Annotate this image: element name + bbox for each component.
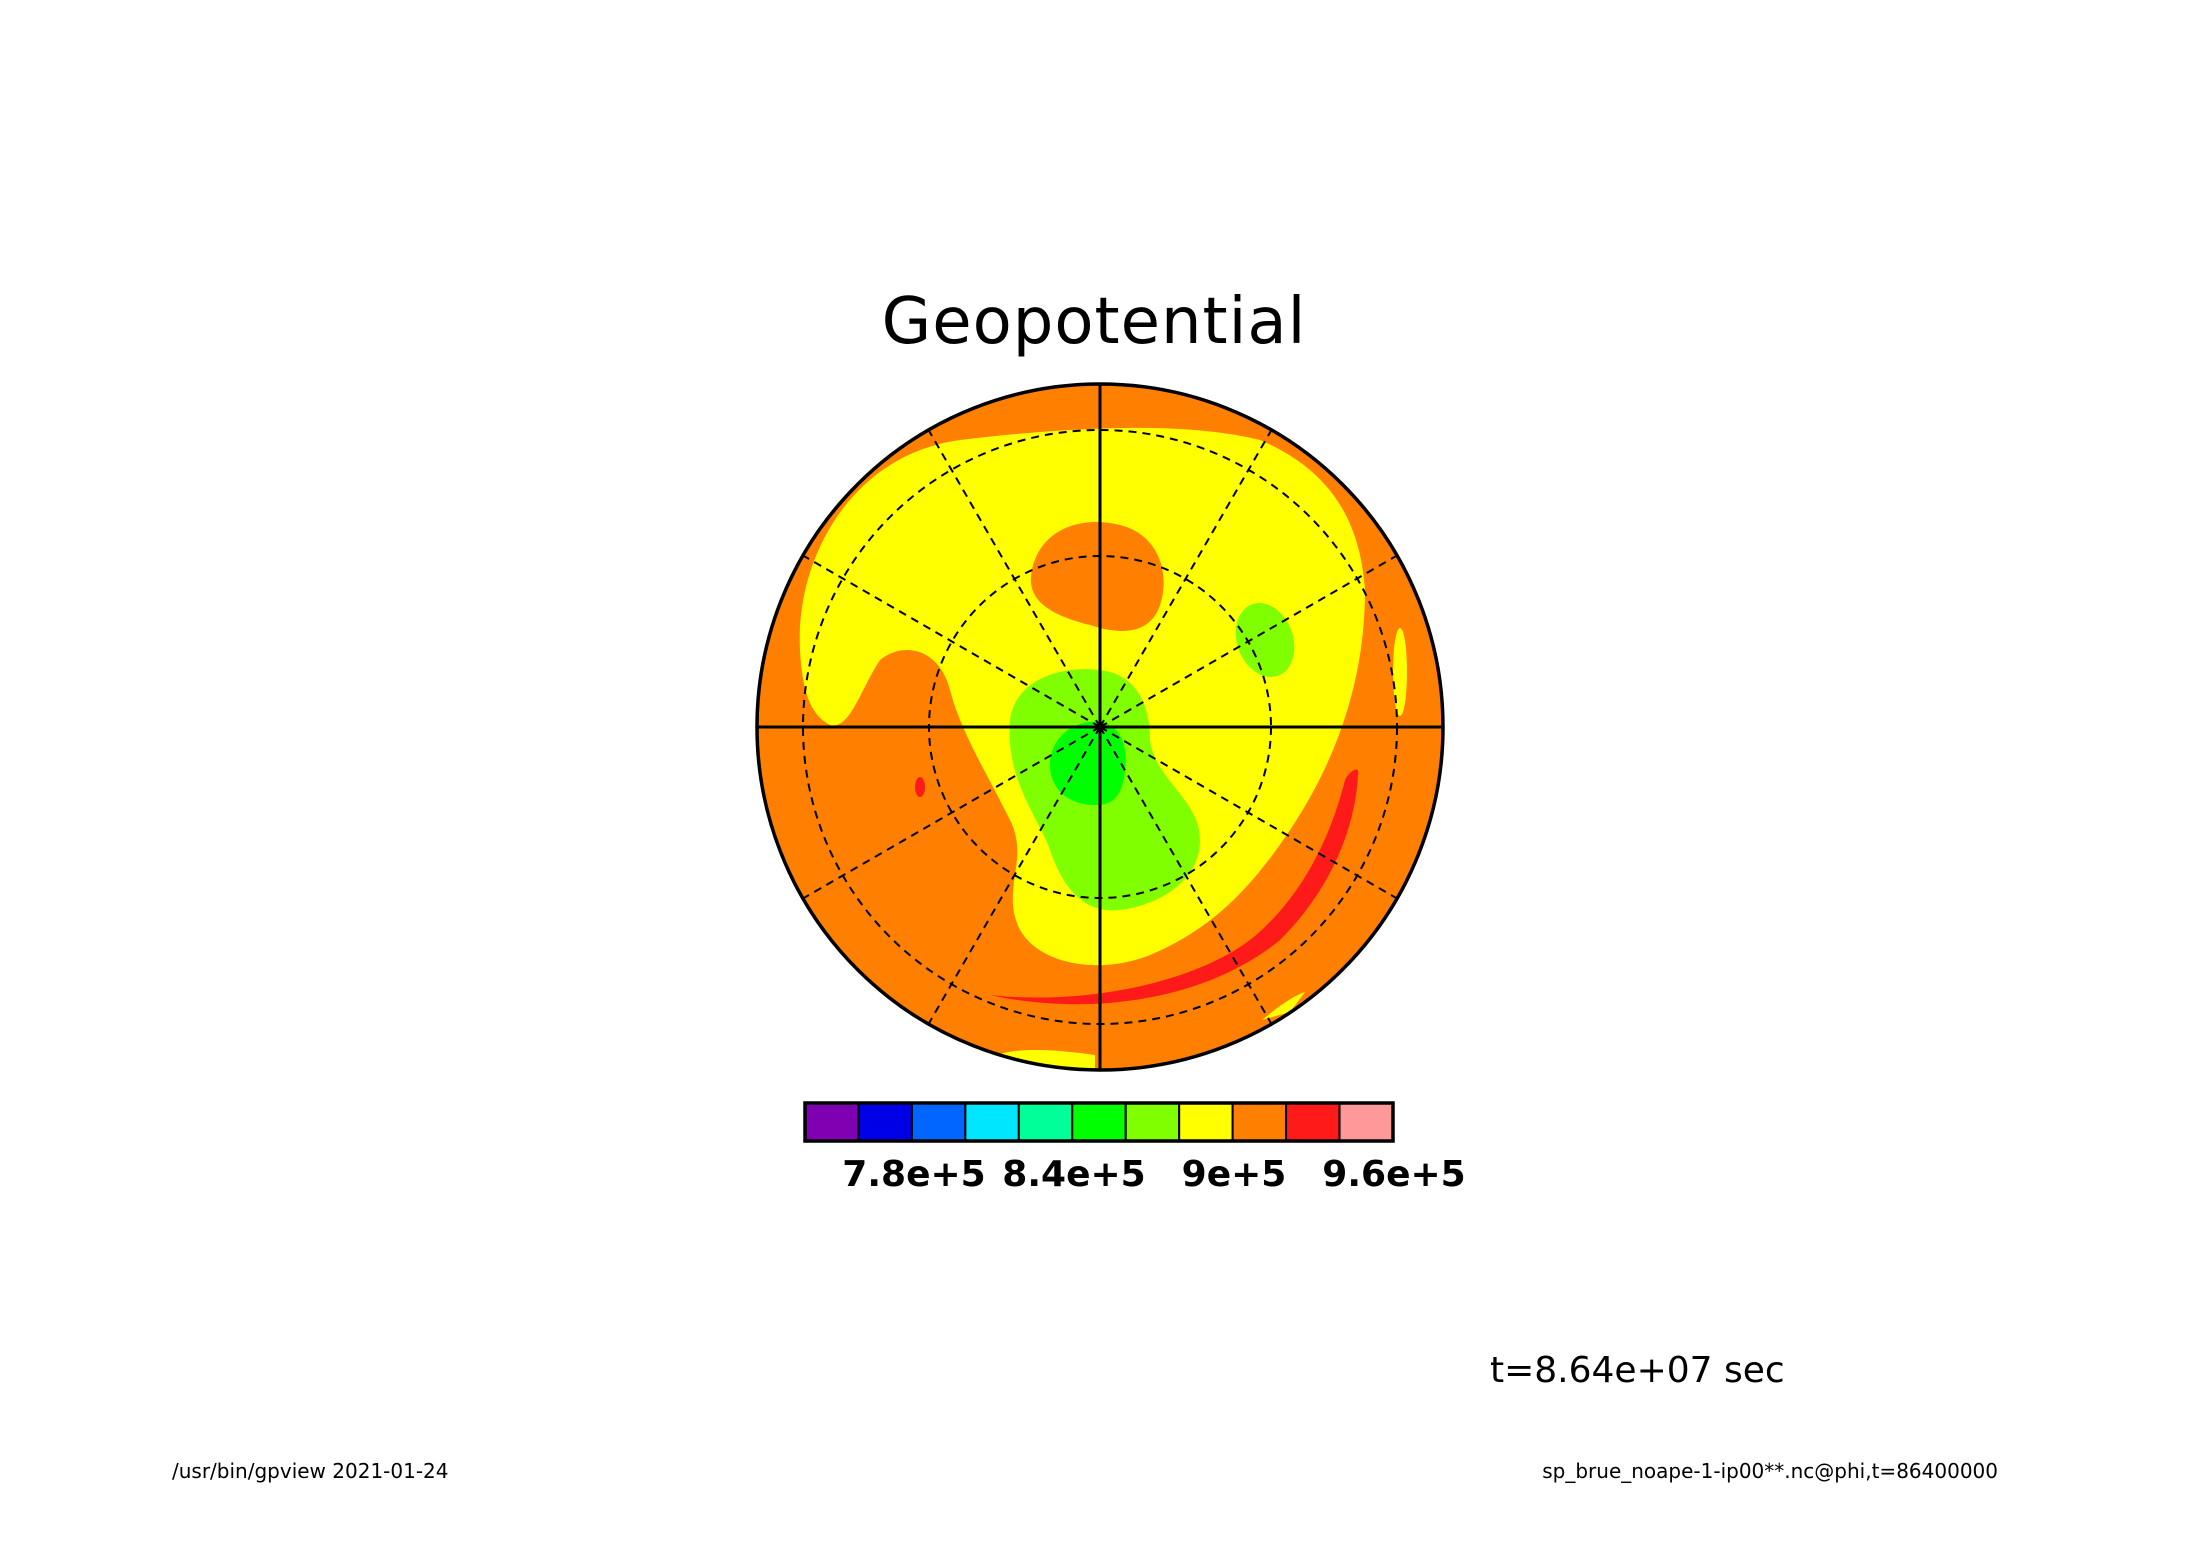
contour-orange-top (1030, 522, 1164, 631)
contour-lightgreen-right (1235, 603, 1295, 677)
colorbar-swatch-10 (1285, 1102, 1341, 1142)
contour-yellow-right-edge (1393, 628, 1407, 716)
colorbar-swatch-6 (1071, 1102, 1127, 1142)
contour-green-center (1049, 721, 1126, 805)
colorbar-swatch-4 (964, 1102, 1020, 1142)
contour-yellow-bottom-right (1262, 992, 1305, 1020)
colorbar-tick-label-2: 8.4e+5 (1002, 1154, 1146, 1195)
meridian-line-330 (1099, 726, 1398, 900)
colorbar-swatch-9 (1231, 1102, 1288, 1142)
colorbar-swatch-11 (1338, 1102, 1394, 1142)
footer-file-info: sp_brue_noape-1-ip00**.nc@phi,t=86400000 (1542, 1459, 1998, 1483)
meridian-line-120 (927, 429, 1101, 728)
time-annotation: t=8.64e+07 sec (1490, 1350, 1785, 1391)
colorbar-swatch-5 (1017, 1102, 1074, 1142)
meridian-line-240 (927, 726, 1101, 1025)
meridian-line-210 (802, 726, 1101, 900)
disc-border (755, 382, 1445, 1072)
colorbar-border (803, 1101, 1395, 1143)
colorbar (803, 1101, 1395, 1143)
meridian-line-60 (1099, 429, 1273, 728)
colorbar-tick-label-3: 9e+5 (1181, 1154, 1287, 1195)
meridian-line-30 (1099, 554, 1398, 728)
contour-red-crescent (990, 769, 1359, 1005)
chart-title: Geopotential (881, 285, 1307, 359)
colorbar-swatch-3 (910, 1102, 967, 1142)
colorbar-swatch-2 (857, 1102, 913, 1142)
colorbar-tick-label-4: 9.6e+5 (1322, 1154, 1466, 1195)
meridian-lines (802, 429, 1398, 1025)
colorbar-swatch-8 (1178, 1102, 1234, 1142)
footer-program-date: /usr/bin/gpview 2021-01-24 (172, 1459, 449, 1483)
meridian-line-150 (802, 554, 1101, 728)
colorbar-tick-label-1: 7.8e+5 (842, 1154, 986, 1195)
colorbar-swatch-1 (804, 1102, 860, 1142)
colorbar-swatch-7 (1124, 1102, 1181, 1142)
meridian-line-300 (1099, 726, 1273, 1025)
contour-red-spot (915, 777, 925, 797)
